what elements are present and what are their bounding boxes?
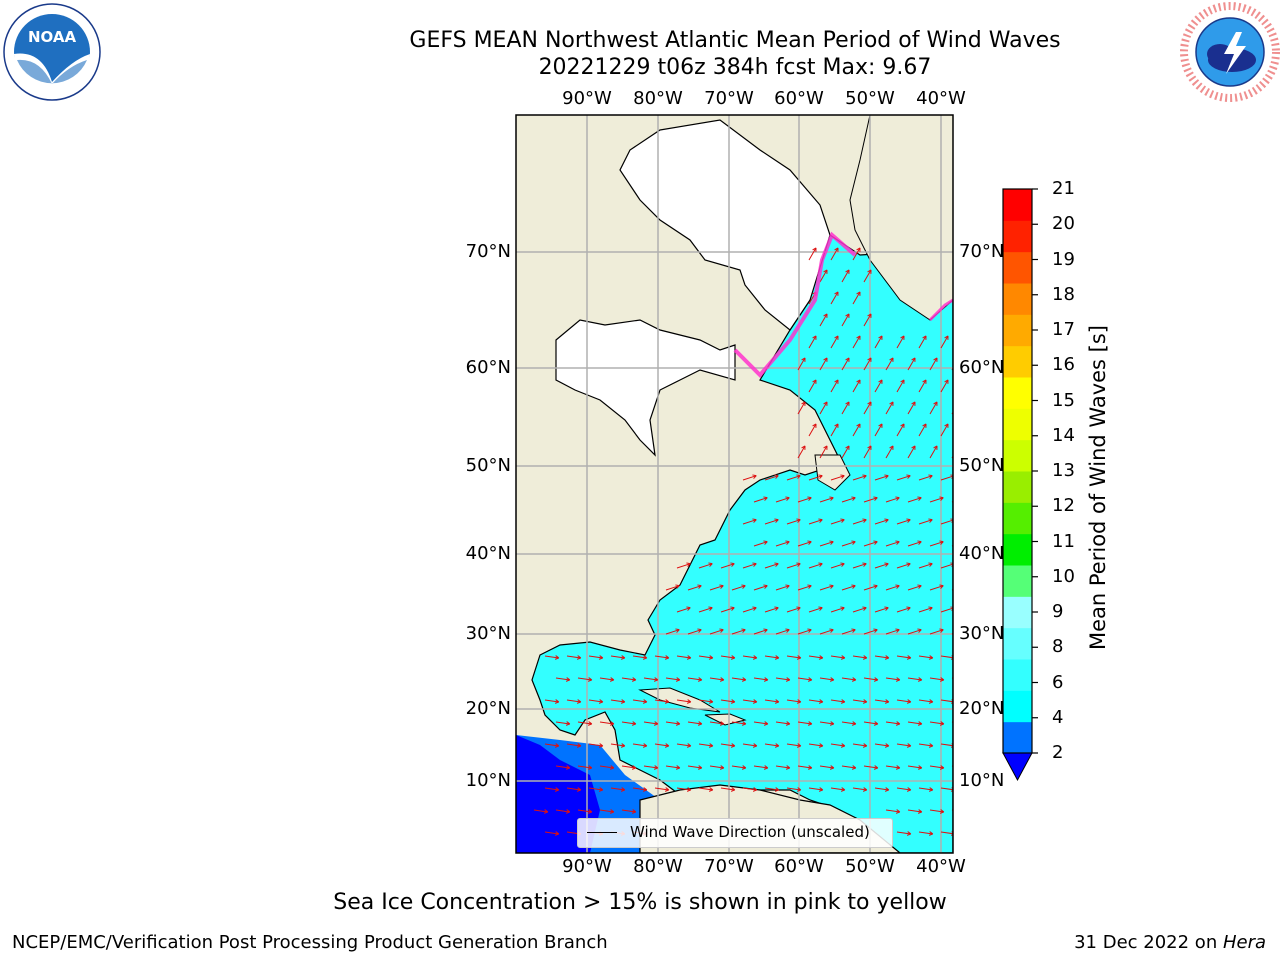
lon-tick-top: 80°W: [633, 88, 683, 109]
noaa-logo-text: NOAA: [28, 28, 77, 46]
legend-label: Wind Wave Direction (unscaled): [630, 823, 870, 841]
generation-date-text: 31 Dec 2022 on: [1074, 932, 1223, 953]
sea-ice-edge-2: [928, 298, 953, 322]
host-name: Hera: [1222, 932, 1266, 953]
lon-tick-top: 60°W: [774, 88, 824, 109]
hudson-bay-ice: [555, 319, 736, 457]
lon-tick-top: 50°W: [845, 88, 895, 109]
producer-credit: NCEP/EMC/Verification Post Processing Pr…: [12, 932, 608, 953]
lon-tick-top: 90°W: [562, 88, 612, 109]
chart-title: GEFS MEAN Northwest Atlantic Mean Period…: [409, 28, 1061, 53]
map-frame: [515, 114, 954, 854]
sea-ice-note: Sea Ice Concentration > 15% is shown in …: [333, 890, 947, 915]
lat-tick-left: 40°N: [465, 543, 511, 564]
lon-tick-bottom: 90°W: [562, 856, 612, 877]
lon-tick-bottom: 70°W: [704, 856, 754, 877]
lat-tick-left: 70°N: [465, 241, 511, 262]
nws-logo: [1180, 2, 1280, 102]
noaa-logo: NOAA: [2, 2, 102, 102]
lat-tick-left: 50°N: [465, 455, 511, 476]
lat-tick-left: 60°N: [465, 357, 511, 378]
newfoundland: [814, 454, 851, 491]
lat-tick-right: 40°N: [959, 543, 1005, 564]
arctic-ice: [619, 119, 831, 331]
lon-tick-top: 40°W: [916, 88, 966, 109]
lat-tick-right: 20°N: [959, 698, 1005, 719]
chart-subtitle: 20221229 t06z 384h fcst Max: 9.67: [538, 55, 932, 80]
sea-ice-edge: [733, 231, 857, 378]
lat-tick-right: 60°N: [959, 357, 1005, 378]
lon-tick-bottom: 40°W: [916, 856, 966, 877]
generation-date: 31 Dec 2022 on Hera: [1074, 932, 1266, 953]
lat-tick-left: 30°N: [465, 623, 511, 644]
lat-tick-right: 30°N: [959, 623, 1005, 644]
lat-tick-left: 20°N: [465, 698, 511, 719]
wind-wave-arrows: [533, 247, 953, 836]
lat-tick-right: 50°N: [959, 455, 1005, 476]
atlantic-ocean: [531, 234, 953, 853]
lon-tick-bottom: 60°W: [774, 856, 824, 877]
lat-tick-right: 70°N: [959, 241, 1005, 262]
map-legend: Wind Wave Direction (unscaled): [577, 818, 893, 848]
greenland-land: [849, 115, 953, 321]
lon-tick-bottom: 50°W: [845, 856, 895, 877]
lat-tick-right: 10°N: [959, 770, 1005, 791]
graticule: [516, 115, 953, 853]
legend-line-sample: [587, 832, 617, 833]
lon-tick-bottom: 80°W: [633, 856, 683, 877]
lon-tick-top: 70°W: [704, 88, 754, 109]
lat-tick-left: 10°N: [465, 770, 511, 791]
